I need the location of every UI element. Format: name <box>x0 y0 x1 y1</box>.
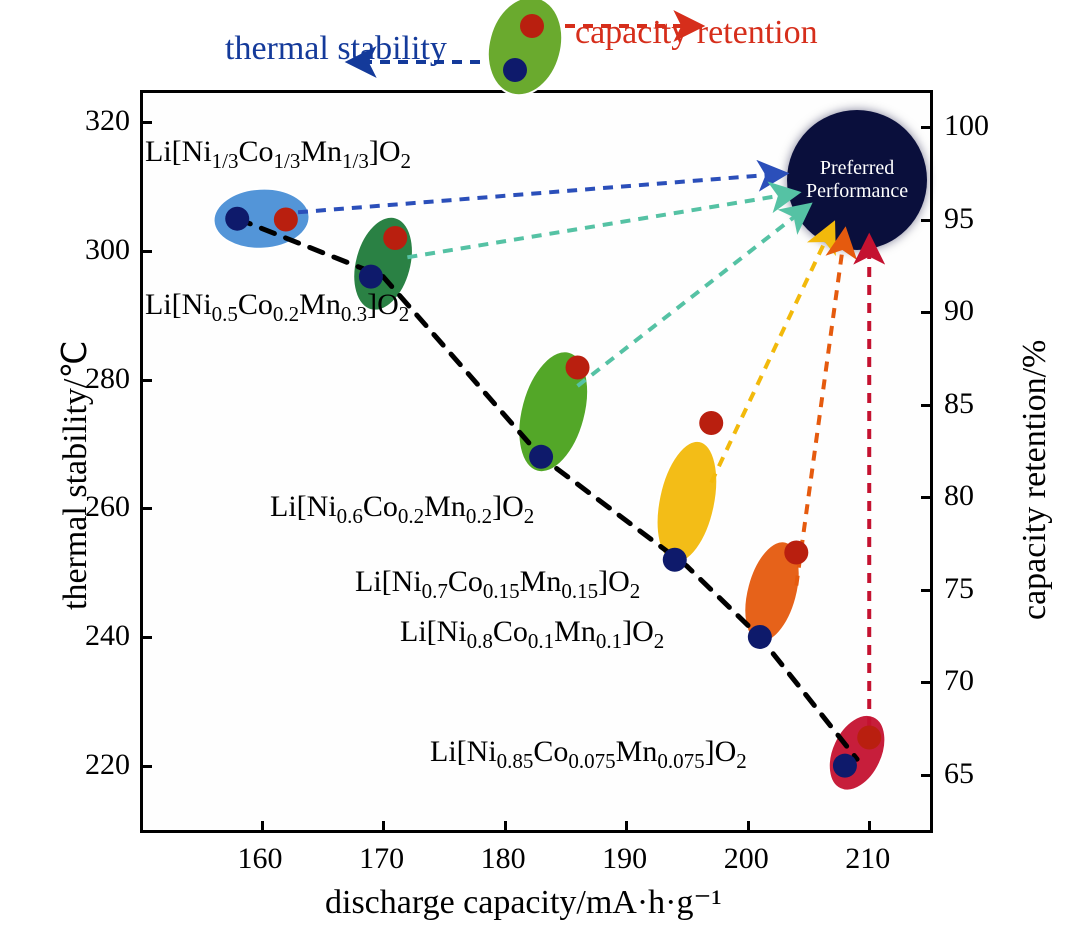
y-right-tick <box>921 311 933 314</box>
y-right-tick-label: 75 <box>944 572 974 606</box>
y-right-tick <box>921 219 933 222</box>
preferred-line1: Preferred <box>820 157 894 180</box>
y-right-tick <box>921 126 933 129</box>
x-axis-title: discharge capacity/mA·h·g⁻¹ <box>325 882 722 922</box>
x-tick <box>504 821 507 833</box>
y-right-tick <box>921 404 933 407</box>
x-tick <box>868 821 871 833</box>
y-right-tick-label: 65 <box>944 757 974 791</box>
y-left-tick <box>140 250 152 253</box>
y-right-tick <box>921 589 933 592</box>
y-right-axis <box>930 90 933 833</box>
x-tick <box>382 821 385 833</box>
y-right-tick <box>921 681 933 684</box>
x-axis <box>140 830 933 833</box>
material-label-ni80: Li[Ni0.8Co0.1Mn0.1]O2 <box>400 615 664 654</box>
y-left-tick <box>140 765 152 768</box>
x-tick <box>625 821 628 833</box>
x-tick <box>747 821 750 833</box>
x-tick <box>261 821 264 833</box>
y-left-tick-label: 320 <box>85 104 130 138</box>
y-left-tick-label: 300 <box>85 233 130 267</box>
y-right-tick <box>921 496 933 499</box>
x-tick-label: 210 <box>845 842 890 876</box>
material-label-ni60: Li[Ni0.6Co0.2Mn0.2]O2 <box>270 490 534 529</box>
top-axis <box>140 90 933 93</box>
y-left-tick <box>140 379 152 382</box>
y-right-title: capacity retention/% <box>1016 340 1054 620</box>
x-tick-label: 180 <box>481 842 526 876</box>
y-left-tick <box>140 507 152 510</box>
x-tick-label: 190 <box>602 842 647 876</box>
y-right-tick-label: 100 <box>944 109 989 143</box>
chart-root: thermal stability capacity retention dis… <box>0 0 1080 948</box>
y-left-axis <box>140 90 143 833</box>
material-label-ni85: Li[Ni0.85Co0.075Mn0.075]O2 <box>430 735 747 774</box>
legend-capacity-label: capacity retention <box>575 14 818 52</box>
preferred-performance-circle: Preferred Performance <box>787 110 927 250</box>
x-tick-label: 170 <box>359 842 404 876</box>
y-right-tick <box>921 774 933 777</box>
legend-thermal-label: thermal stability <box>225 30 447 68</box>
y-left-tick-label: 260 <box>85 490 130 524</box>
x-tick-label: 160 <box>238 842 283 876</box>
material-label-ni33: Li[Ni1/3Co1/3Mn1/3]O2 <box>145 135 411 174</box>
preferred-line2: Performance <box>806 180 908 203</box>
y-right-tick-label: 80 <box>944 479 974 513</box>
y-left-tick-label: 220 <box>85 748 130 782</box>
y-right-tick-label: 90 <box>944 294 974 328</box>
y-right-tick-label: 85 <box>944 387 974 421</box>
material-label-ni50: Li[Ni0.5Co0.2Mn0.3]O2 <box>145 288 409 327</box>
y-right-tick-label: 70 <box>944 664 974 698</box>
y-right-tick-label: 95 <box>944 202 974 236</box>
y-left-tick-label: 240 <box>85 619 130 653</box>
x-tick-label: 200 <box>724 842 769 876</box>
y-left-tick <box>140 636 152 639</box>
material-label-ni70: Li[Ni0.7Co0.15Mn0.15]O2 <box>355 565 640 604</box>
y-left-tick-label: 280 <box>85 362 130 396</box>
y-left-tick <box>140 121 152 124</box>
